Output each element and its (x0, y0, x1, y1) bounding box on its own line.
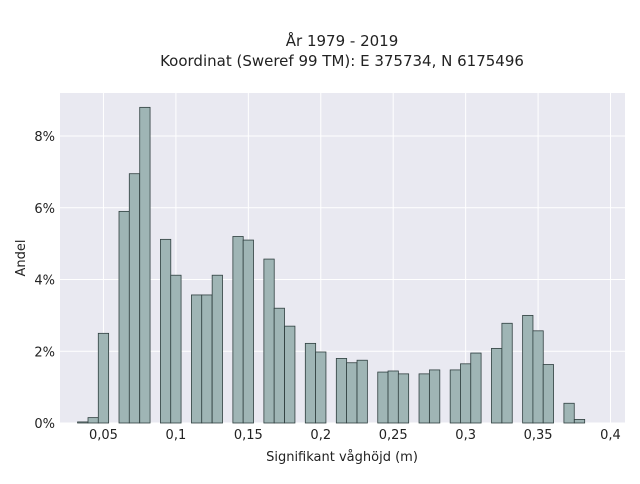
y-tick-label: 8% (34, 130, 55, 145)
histogram-bar (77, 421, 89, 424)
histogram-bar (491, 347, 503, 424)
histogram-bar (563, 402, 575, 424)
x-tick-label: 0,3 (455, 428, 476, 443)
histogram-bar (387, 370, 399, 424)
x-tick-label: 0,1 (166, 428, 187, 443)
y-tick-label: 4% (34, 274, 55, 289)
histogram-bar (573, 419, 586, 424)
histogram-bar (377, 371, 389, 424)
x-axis-ticks: 0,05 0,1 0,15 0,2 0,25 0,3 0,35 0,4 (89, 428, 621, 443)
histogram-bar (232, 236, 244, 424)
y-tick-label: 6% (34, 202, 55, 217)
histogram-bar (460, 363, 472, 424)
histogram-bar (304, 342, 317, 424)
x-axis-label: Signifikant våghöjd (m) (266, 450, 418, 465)
x-tick-label: 0,15 (234, 428, 263, 443)
histogram-bar (191, 294, 203, 424)
y-tick-label: 2% (34, 345, 55, 360)
histogram-bar (429, 369, 441, 424)
histogram-bars (77, 106, 586, 424)
histogram-bar (418, 373, 430, 424)
histogram-bar (356, 359, 368, 424)
histogram-bar (532, 330, 544, 424)
x-tick-label: 0,05 (89, 428, 118, 443)
histogram-bar (346, 362, 358, 424)
histogram-bar (128, 173, 141, 424)
x-tick-label: 0,2 (310, 428, 331, 443)
x-tick-label: 0,4 (600, 428, 621, 443)
histogram-bar (87, 417, 99, 424)
y-tick-label: 0% (34, 417, 55, 432)
y-axis-label: Andel (14, 240, 29, 277)
histogram-bar (397, 373, 410, 424)
histogram-bar (139, 106, 151, 424)
histogram-bar (273, 307, 285, 424)
histogram-bar (242, 239, 254, 424)
histogram-bar (160, 238, 172, 424)
x-tick-label: 0,25 (379, 428, 408, 443)
histogram-bar (97, 332, 110, 424)
histogram-bar (470, 352, 482, 424)
histogram-bar (118, 210, 130, 424)
histogram-bar (170, 274, 182, 424)
histogram-bar (522, 314, 534, 424)
y-axis-ticks: 0% 2% 4% 6% 8% (34, 130, 55, 432)
chart-title-line1: År 1979 - 2019 (286, 31, 399, 50)
histogram-bar (201, 294, 213, 424)
histogram-bar (211, 274, 223, 424)
histogram-bar (335, 358, 348, 424)
x-tick-label: 0,35 (524, 428, 553, 443)
histogram-bar (542, 364, 554, 424)
histogram-bar (315, 351, 327, 424)
histogram-bar (449, 369, 461, 424)
histogram-bar (284, 325, 296, 424)
histogram-bar (501, 322, 513, 424)
chart-title-line2: Koordinat (Sweref 99 TM): E 375734, N 61… (160, 52, 524, 70)
histogram-bar (263, 258, 275, 424)
